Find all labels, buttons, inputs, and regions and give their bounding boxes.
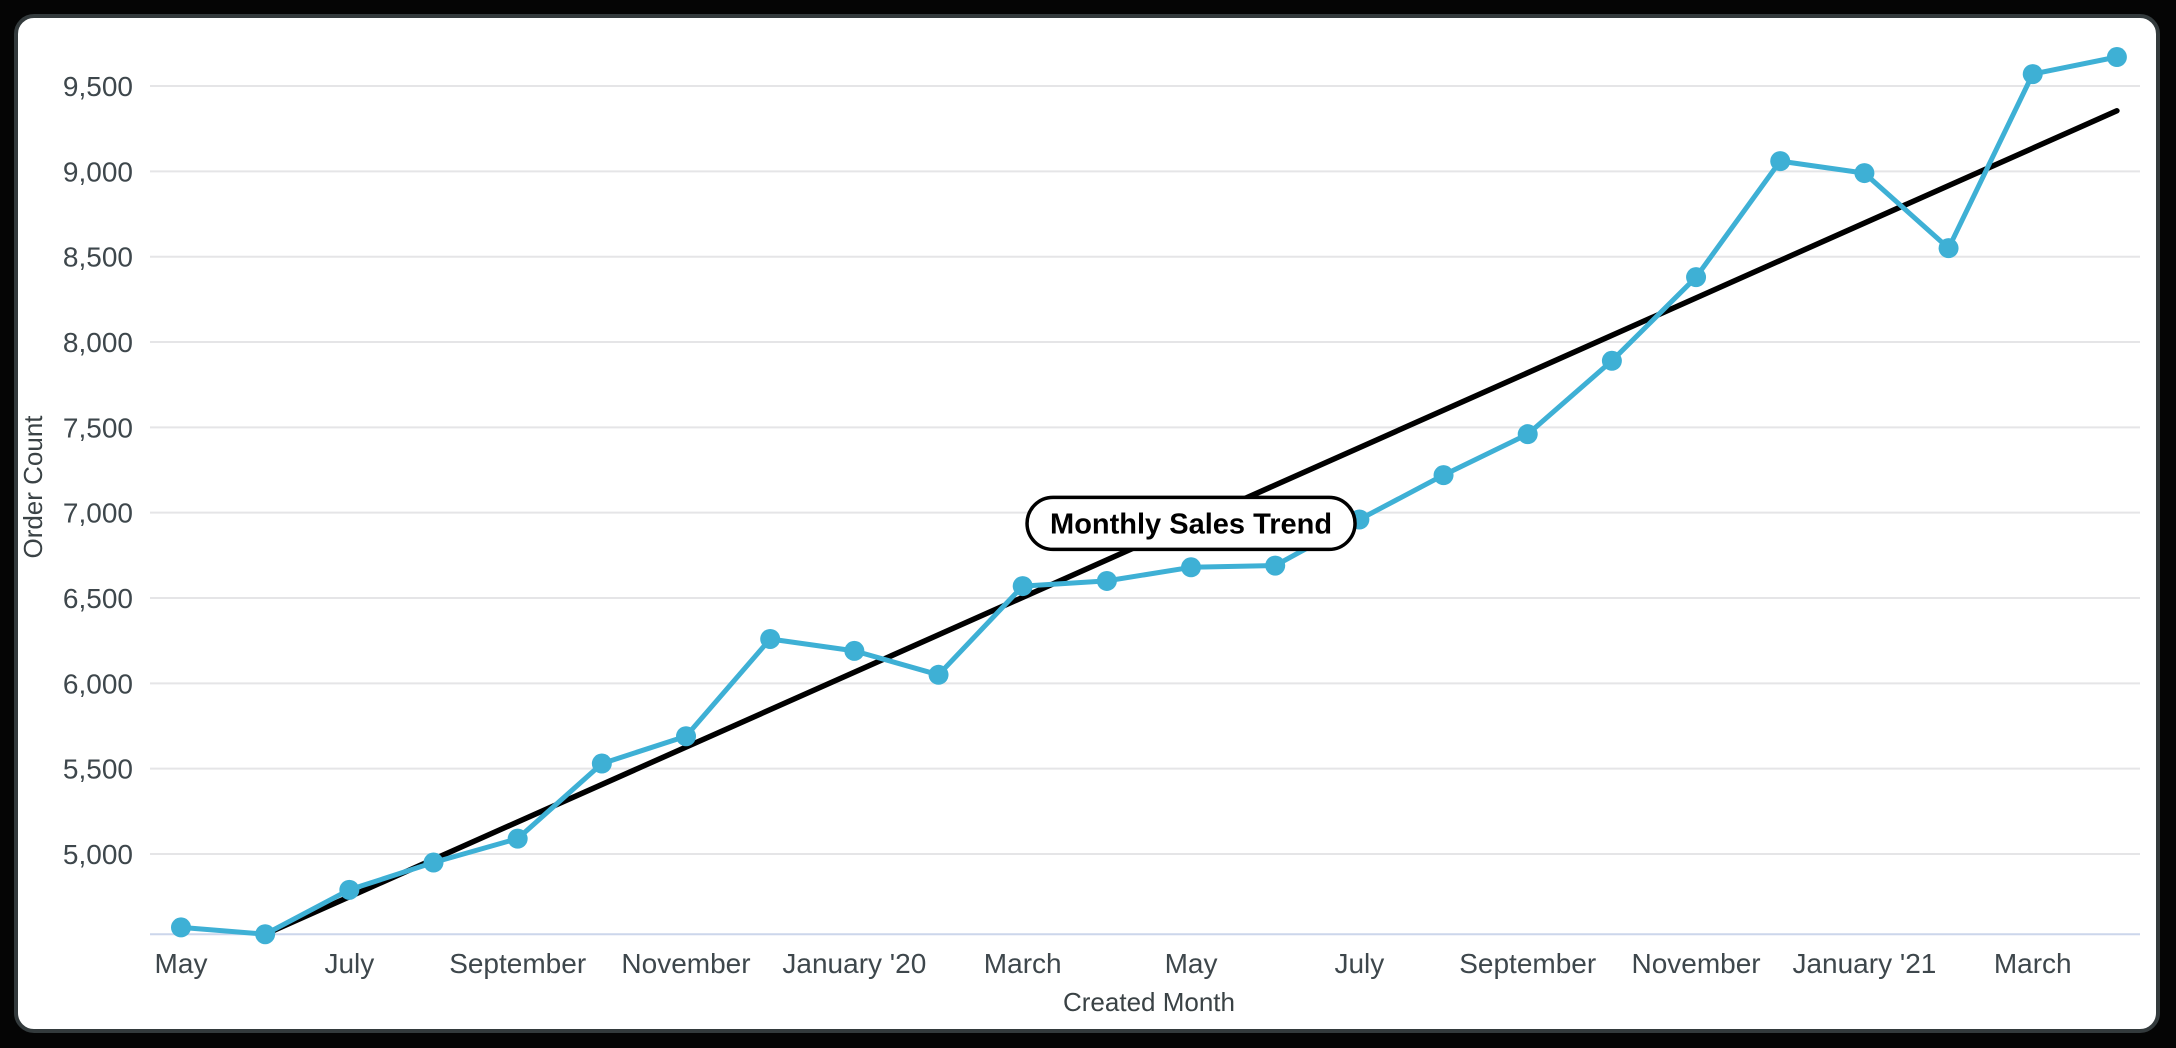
x-tick-label: March [1994,948,2072,979]
data-point [1181,557,1202,578]
data-point [423,852,444,873]
data-point [1854,163,1875,184]
x-tick-label: January '21 [1792,948,1936,979]
y-tick-label: 7,500 [63,412,133,443]
y-tick-label: 9,000 [63,156,133,187]
data-point [1012,576,1033,597]
data-point [760,628,781,649]
y-tick-label: 7,000 [63,498,133,529]
x-tick-label: May [155,948,208,979]
y-tick-label: 5,000 [63,839,133,870]
x-tick-label: March [984,948,1062,979]
data-point [591,753,612,774]
series-label-pill-background [1025,495,1357,552]
y-tick-label: 6,500 [63,583,133,614]
data-point [1686,267,1707,288]
gridlines [150,85,2140,855]
y-tick-label: 8,500 [63,242,133,273]
x-tick-label: November [621,948,750,979]
data-point [1770,151,1791,172]
data-point-markers [171,47,2127,945]
data-point [1433,465,1454,486]
data-point [2106,47,2127,68]
x-tick-label: November [1631,948,1760,979]
y-tick-label: 6,000 [63,668,133,699]
x-tick-label: September [1459,948,1596,979]
data-point [339,879,360,900]
x-tick-label: July [1334,948,1384,979]
data-point [1517,424,1538,445]
series-line [178,54,2120,937]
y-axis-labels: 5,000 5,500 6,000 6,500 7,000 7,500 8,000 8,500… [63,71,133,870]
data-point [2022,64,2043,85]
x-axis-title: Created Month [1063,987,1235,1017]
y-axis-title: Order Count [18,415,48,559]
x-tick-label: September [449,948,586,979]
x-tick-label: May [1165,948,1218,979]
data-point [507,828,528,849]
data-point [676,726,697,747]
series-label-pill: Monthly Sales Trend [1025,495,1357,552]
data-point [1938,238,1959,259]
data-point [171,917,191,938]
data-point [928,664,949,685]
y-tick-label: 5,500 [63,754,133,785]
y-tick-label: 9,500 [63,71,133,102]
data-point [1096,570,1117,591]
x-axis-labels: May July September November January '20 March… [155,948,2072,979]
data-point [844,640,865,661]
x-tick-label: July [324,948,374,979]
data-point [1265,555,1286,576]
x-tick-label: January '20 [782,948,926,979]
y-tick-label: 8,000 [63,327,133,358]
series-label: Monthly Sales Trend [1050,508,1332,540]
data-point [1601,350,1622,371]
data-point [255,924,276,945]
